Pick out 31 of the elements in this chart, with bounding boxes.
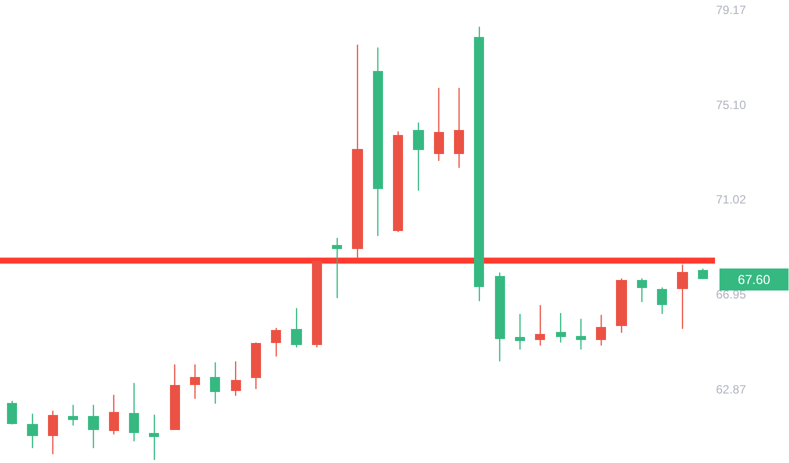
candlestick <box>535 304 545 346</box>
y-tick-label: 79.17 <box>716 3 746 18</box>
y-tick-label: 71.02 <box>716 192 746 207</box>
candlestick <box>190 364 200 400</box>
candlestick <box>413 122 424 192</box>
candlestick <box>454 87 464 168</box>
candlestick <box>515 313 525 350</box>
y-tick-label: 66.95 <box>716 287 746 302</box>
y-tick-label: 62.87 <box>716 382 746 396</box>
candlestick <box>231 360 241 396</box>
candlestick <box>291 308 302 348</box>
candlestick <box>48 410 58 455</box>
candlestick <box>332 237 342 299</box>
candlestick <box>129 382 139 442</box>
candlestick <box>88 404 99 449</box>
candlestick <box>27 413 38 449</box>
text: 67.60 <box>738 272 770 287</box>
candlestick <box>109 394 119 435</box>
candlestick <box>68 404 78 426</box>
candlestick <box>576 318 586 350</box>
candlestick <box>271 327 281 358</box>
candlestick <box>210 362 220 404</box>
candlestick <box>556 312 566 344</box>
candlestick <box>434 87 444 162</box>
y-tick-label: 75.10 <box>716 98 746 112</box>
candlestick <box>657 286 667 315</box>
candlestick <box>596 314 606 346</box>
candlestick <box>149 414 159 461</box>
candlestick <box>637 278 647 303</box>
candlestick <box>7 400 17 425</box>
candlestick <box>677 264 688 330</box>
